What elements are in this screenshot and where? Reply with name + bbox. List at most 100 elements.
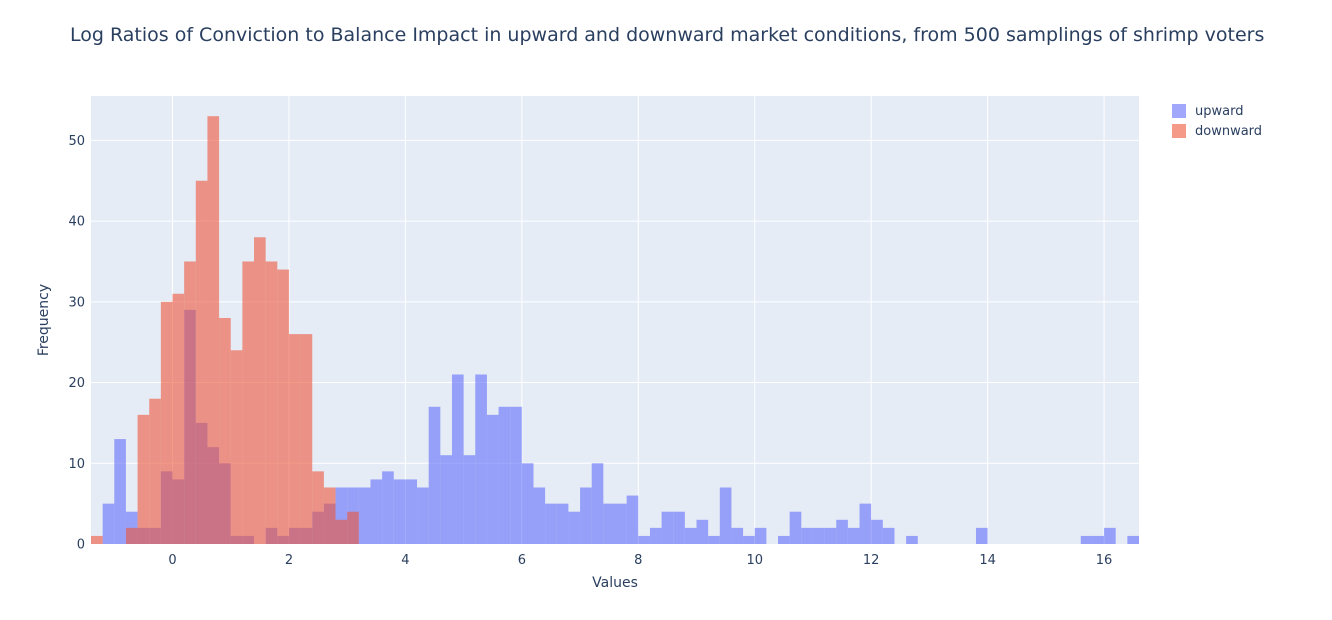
x-tick-label: 4 — [401, 553, 409, 568]
bar-downward[interactable] — [172, 293, 185, 544]
bar-downward[interactable] — [184, 261, 196, 544]
bar-upward[interactable] — [906, 535, 918, 544]
bar-upward[interactable] — [393, 479, 406, 544]
bar-upward[interactable] — [358, 487, 371, 544]
series-downward — [91, 116, 359, 545]
bar-upward[interactable] — [591, 463, 604, 544]
bar-upward[interactable] — [498, 406, 511, 544]
bar-upward[interactable] — [370, 479, 383, 544]
y-tick-label: 50 — [68, 134, 85, 149]
bar-upward[interactable] — [1127, 535, 1139, 544]
bar-downward[interactable] — [160, 301, 173, 544]
bar-upward[interactable] — [684, 527, 697, 544]
bar-downward[interactable] — [230, 350, 243, 544]
bar-upward[interactable] — [824, 527, 837, 544]
bar-downward[interactable] — [195, 180, 208, 544]
bar-upward[interactable] — [451, 374, 464, 544]
bar-upward[interactable] — [114, 439, 126, 544]
bar-upward[interactable] — [428, 406, 441, 544]
x-tick-label: 16 — [1096, 553, 1113, 568]
legend-label-upward: upward — [1195, 103, 1244, 119]
bar-downward[interactable] — [277, 269, 289, 544]
bar-upward[interactable] — [1104, 527, 1116, 544]
bar-upward[interactable] — [778, 535, 790, 544]
x-tick-label: 0 — [168, 553, 176, 568]
legend-swatch-downward — [1172, 124, 1186, 138]
bar-upward[interactable] — [1080, 535, 1093, 544]
bar-upward[interactable] — [417, 487, 429, 544]
bar-upward[interactable] — [463, 455, 476, 544]
bar-downward[interactable] — [125, 527, 138, 544]
bar-upward[interactable] — [102, 503, 115, 544]
bar-upward[interactable] — [859, 503, 872, 544]
bar-upward[interactable] — [801, 527, 813, 544]
bar-upward[interactable] — [812, 527, 825, 544]
bar-downward[interactable] — [335, 519, 348, 544]
bar-upward[interactable] — [405, 479, 418, 544]
bar-upward[interactable] — [510, 406, 522, 544]
bar-upward[interactable] — [335, 487, 348, 544]
bar-upward[interactable] — [696, 519, 709, 544]
bar-upward[interactable] — [521, 463, 534, 544]
bar-upward[interactable] — [533, 487, 546, 544]
bar-upward[interactable] — [649, 527, 662, 544]
legend-swatch-upward — [1172, 104, 1186, 118]
bar-upward[interactable] — [1092, 535, 1105, 544]
bar-upward[interactable] — [568, 511, 581, 544]
x-tick-label: 8 — [634, 553, 642, 568]
bar-downward[interactable] — [219, 317, 231, 544]
y-tick-label: 40 — [68, 215, 85, 230]
bar-upward[interactable] — [673, 511, 685, 544]
bar-upward[interactable] — [882, 527, 895, 544]
bar-downward[interactable] — [265, 261, 278, 544]
bar-downward[interactable] — [242, 261, 255, 544]
bar-downward[interactable] — [288, 334, 301, 544]
bar-downward[interactable] — [137, 414, 150, 544]
bar-upward[interactable] — [580, 487, 592, 544]
x-tick-label: 6 — [518, 553, 526, 568]
legend: upward downward — [1172, 101, 1262, 141]
bar-upward[interactable] — [638, 535, 650, 544]
bar-downward[interactable] — [323, 487, 336, 544]
bar-upward[interactable] — [556, 503, 569, 544]
bar-upward[interactable] — [836, 519, 848, 544]
bar-downward[interactable] — [312, 471, 324, 544]
bars-layer — [91, 116, 1139, 545]
x-tick-label: 10 — [746, 553, 763, 568]
bar-downward[interactable] — [254, 237, 266, 544]
bar-downward[interactable] — [347, 511, 359, 544]
bar-upward[interactable] — [871, 519, 883, 544]
bar-downward[interactable] — [300, 334, 313, 544]
bar-upward[interactable] — [440, 455, 452, 544]
bar-upward[interactable] — [719, 487, 732, 544]
bar-upward[interactable] — [789, 511, 802, 544]
x-tick-label: 12 — [863, 553, 880, 568]
x-tick-label: 14 — [979, 553, 996, 568]
bar-downward[interactable] — [149, 398, 161, 544]
bar-upward[interactable] — [743, 535, 755, 544]
bar-upward[interactable] — [475, 374, 487, 544]
legend-item-upward[interactable]: upward — [1172, 101, 1262, 121]
bar-upward[interactable] — [615, 503, 627, 544]
y-tick-label: 10 — [68, 457, 85, 472]
bar-downward[interactable] — [207, 116, 220, 545]
bar-upward[interactable] — [545, 503, 557, 544]
y-axis-ticks: 0 10 20 30 40 50 — [68, 134, 85, 553]
bar-upward[interactable] — [603, 503, 615, 544]
bar-upward[interactable] — [382, 471, 394, 544]
bar-upward[interactable] — [847, 527, 860, 544]
x-axis-ticks: 0 2 4 6 8 10 12 14 16 — [168, 553, 1112, 568]
bar-upward[interactable] — [708, 535, 720, 544]
x-tick-label: 2 — [285, 553, 293, 568]
bar-upward[interactable] — [975, 527, 988, 544]
y-tick-label: 30 — [68, 295, 85, 310]
bar-downward[interactable] — [91, 535, 103, 544]
bar-upward[interactable] — [754, 527, 767, 544]
bar-upward[interactable] — [731, 527, 744, 544]
bar-upward[interactable] — [661, 511, 674, 544]
y-tick-label: 0 — [77, 538, 85, 553]
bar-upward[interactable] — [486, 414, 499, 544]
bar-upward[interactable] — [626, 495, 639, 544]
legend-item-downward[interactable]: downward — [1172, 121, 1262, 141]
